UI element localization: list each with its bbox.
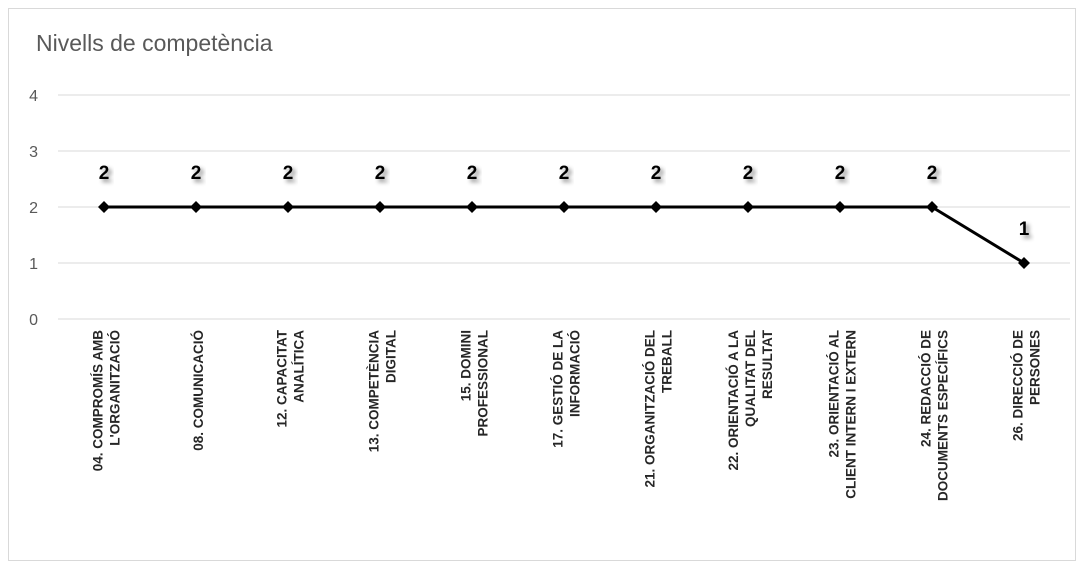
data-label: 2 (559, 163, 570, 184)
y-tick-label: 4 (29, 88, 38, 105)
y-axis-ticks: 0 1 2 3 4 (29, 88, 38, 329)
data-point-marker (282, 201, 294, 213)
data-point-marker (190, 201, 202, 213)
x-category-label-line: INFORMACIÓ (568, 330, 583, 417)
x-category-label: 08. COMUNICACIÓ (191, 330, 206, 451)
x-category-label-line: CLIENT INTERN I EXTERN (844, 330, 859, 499)
data-label: 2 (375, 163, 386, 184)
x-category-label: 23. ORIENTACIÓ AL CLIENT INTERN I EXTERN (827, 330, 859, 499)
y-tick-label: 1 (29, 256, 38, 273)
x-category-label-line: DOCUMENTS ESPECÍFICS (936, 330, 951, 501)
x-category-label-line: 17. GESTIÓ DE LA (551, 330, 566, 448)
x-category-label-line: TREBALL (660, 330, 675, 393)
data-point-marker (374, 201, 386, 213)
data-label: 2 (99, 163, 110, 184)
data-label: 2 (283, 163, 294, 184)
data-label: 2 (651, 163, 662, 184)
data-point-marker (926, 201, 938, 213)
data-label: 2 (743, 163, 754, 184)
x-category-label-line: PROFESSIONAL (476, 330, 491, 437)
x-category-label-line: 13. COMPETÈNCIA (367, 330, 382, 453)
y-tick-label: 2 (29, 200, 38, 217)
data-label: 2 (467, 163, 478, 184)
y-tick-label: 0 (29, 312, 38, 329)
x-category-label-line: L'ORGANITZACIÓ (108, 330, 123, 446)
data-point-marker (466, 201, 478, 213)
x-category-label-line: 26. DIRECCIÓ DE (1011, 330, 1026, 441)
x-category-label-line: 21. ORGANITZACIÓ DEL (643, 330, 658, 488)
x-axis-categories: 04. COMPROMÍS AMB L'ORGANITZACIÓ 08. COMUN… (91, 329, 1043, 501)
x-category-label: 26. DIRECCIÓ DE PERSONES (1011, 330, 1043, 441)
data-point-marker (742, 201, 754, 213)
chart-title: Nivells de competència (36, 30, 273, 56)
series-markers (98, 201, 1030, 269)
data-label: 2 (835, 163, 846, 184)
x-category-label-line: 08. COMUNICACIÓ (191, 330, 206, 451)
x-category-label-line: QUALITAT DEL (743, 330, 758, 427)
x-category-label-line: 24. REDACCIÓ DE (919, 330, 934, 447)
x-category-label-line: 22. ORIENTACIÓ A LA (726, 330, 741, 471)
data-label: 1 (1019, 219, 1030, 240)
x-category-label-line: 12. CAPACITAT (275, 329, 290, 427)
data-point-marker (834, 201, 846, 213)
data-labels: 2 2 2 2 2 2 2 2 2 2 1 (99, 163, 1030, 240)
x-category-label-line: ANALÍTICA (292, 330, 307, 403)
chart-frame (8, 8, 1076, 561)
series-line-path (104, 205, 1025, 265)
x-category-label-line: 15. DOMINI (459, 330, 474, 401)
x-category-label: 22. ORIENTACIÓ A LA QUALITAT DEL RESULTAT (726, 329, 775, 470)
data-label: 2 (927, 163, 938, 184)
data-point-marker (98, 201, 110, 213)
x-category-label: 12. CAPACITAT ANALÍTICA (275, 329, 307, 427)
x-category-label: 13. COMPETÈNCIA DIGITAL (367, 330, 399, 453)
x-category-label: 17. GESTIÓ DE LA INFORMACIÓ (551, 330, 583, 448)
x-category-label-line: DIGITAL (384, 330, 399, 383)
x-category-label-line: PERSONES (1028, 330, 1043, 405)
data-point-marker (558, 201, 570, 213)
data-label: 2 (191, 163, 202, 184)
x-category-label: 24. REDACCIÓ DE DOCUMENTS ESPECÍFICS (919, 330, 951, 501)
series-line (104, 205, 1025, 265)
x-category-label: 15. DOMINI PROFESSIONAL (459, 330, 491, 437)
x-category-label-line: 04. COMPROMÍS AMB (91, 330, 106, 472)
x-category-label: 04. COMPROMÍS AMB L'ORGANITZACIÓ (91, 330, 123, 472)
x-category-label-line: 23. ORIENTACIÓ AL (827, 330, 842, 458)
data-point-marker (1018, 257, 1030, 269)
x-category-label-line: RESULTAT (760, 329, 775, 399)
x-category-label: 21. ORGANITZACIÓ DEL TREBALL (643, 330, 675, 488)
y-tick-label: 3 (29, 144, 38, 161)
data-point-marker (650, 201, 662, 213)
